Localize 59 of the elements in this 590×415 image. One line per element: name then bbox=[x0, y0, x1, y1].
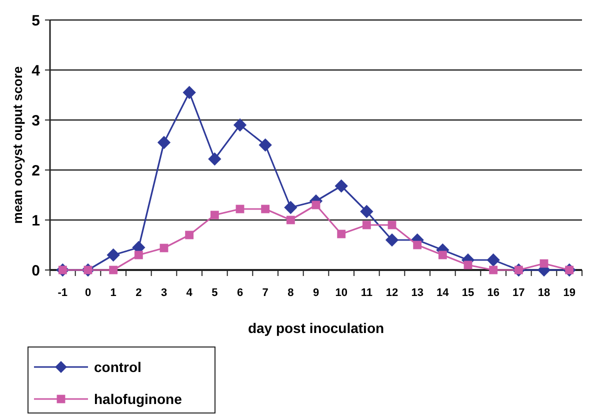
x-tick-label: 2 bbox=[136, 287, 142, 299]
point bbox=[385, 233, 399, 247]
y-tick-label: 5 bbox=[32, 12, 40, 30]
x-tick-label: 3 bbox=[160, 287, 168, 299]
point bbox=[185, 230, 194, 240]
point bbox=[286, 216, 295, 224]
x-axis-title: day post inoculation bbox=[248, 320, 384, 336]
point bbox=[208, 152, 222, 166]
x-tick-label: 17 bbox=[512, 287, 525, 299]
x-tick-label: 8 bbox=[288, 287, 294, 299]
x-tick-label: 5 bbox=[212, 287, 218, 299]
x-tick-label: 13 bbox=[411, 287, 424, 299]
point bbox=[312, 200, 320, 210]
x-tick-label: 19 bbox=[563, 287, 576, 299]
point bbox=[486, 253, 500, 267]
point bbox=[106, 248, 120, 262]
x-tick-label: 0 bbox=[84, 287, 92, 299]
point bbox=[160, 244, 168, 252]
x-tick-label: 15 bbox=[462, 287, 474, 299]
x-tick-label: 12 bbox=[386, 287, 398, 299]
point bbox=[157, 136, 171, 150]
point bbox=[210, 210, 219, 220]
x-tick-label: 14 bbox=[436, 287, 450, 299]
point bbox=[489, 266, 498, 274]
point bbox=[182, 86, 196, 100]
x-tick-label: 9 bbox=[312, 287, 320, 299]
point bbox=[540, 259, 548, 268]
y-tick-label: 1 bbox=[32, 212, 40, 230]
y-tick-label: 0 bbox=[32, 262, 40, 280]
x-tick-label: 18 bbox=[538, 287, 550, 299]
point bbox=[261, 204, 270, 214]
point bbox=[284, 200, 298, 214]
legend-label: halofuginone bbox=[94, 390, 182, 407]
x-tick-label: 10 bbox=[335, 287, 348, 299]
point bbox=[233, 118, 247, 132]
x-tick-label: -1 bbox=[58, 287, 68, 299]
point bbox=[134, 250, 143, 260]
point bbox=[236, 204, 244, 214]
point bbox=[337, 230, 346, 238]
legend-label: control bbox=[94, 358, 142, 375]
point bbox=[413, 240, 422, 250]
y-tick-label: 3 bbox=[32, 112, 40, 130]
y-tick-label: 2 bbox=[32, 162, 40, 180]
point bbox=[258, 138, 272, 152]
x-tick-label: 7 bbox=[262, 287, 268, 299]
x-tick-label: 16 bbox=[487, 287, 500, 299]
y-axis-title: mean oocyst ouput score bbox=[10, 66, 25, 224]
x-tick-label: 6 bbox=[236, 287, 244, 299]
x-tick-label: 1 bbox=[110, 287, 116, 299]
x-tick-label: 4 bbox=[186, 287, 194, 299]
point bbox=[109, 266, 118, 274]
point bbox=[360, 204, 374, 218]
point bbox=[362, 220, 371, 230]
point bbox=[438, 250, 447, 260]
point bbox=[464, 260, 472, 270]
point bbox=[334, 179, 348, 193]
point bbox=[388, 220, 396, 230]
x-tick-label: 11 bbox=[360, 287, 372, 299]
y-tick-label: 4 bbox=[32, 62, 41, 80]
